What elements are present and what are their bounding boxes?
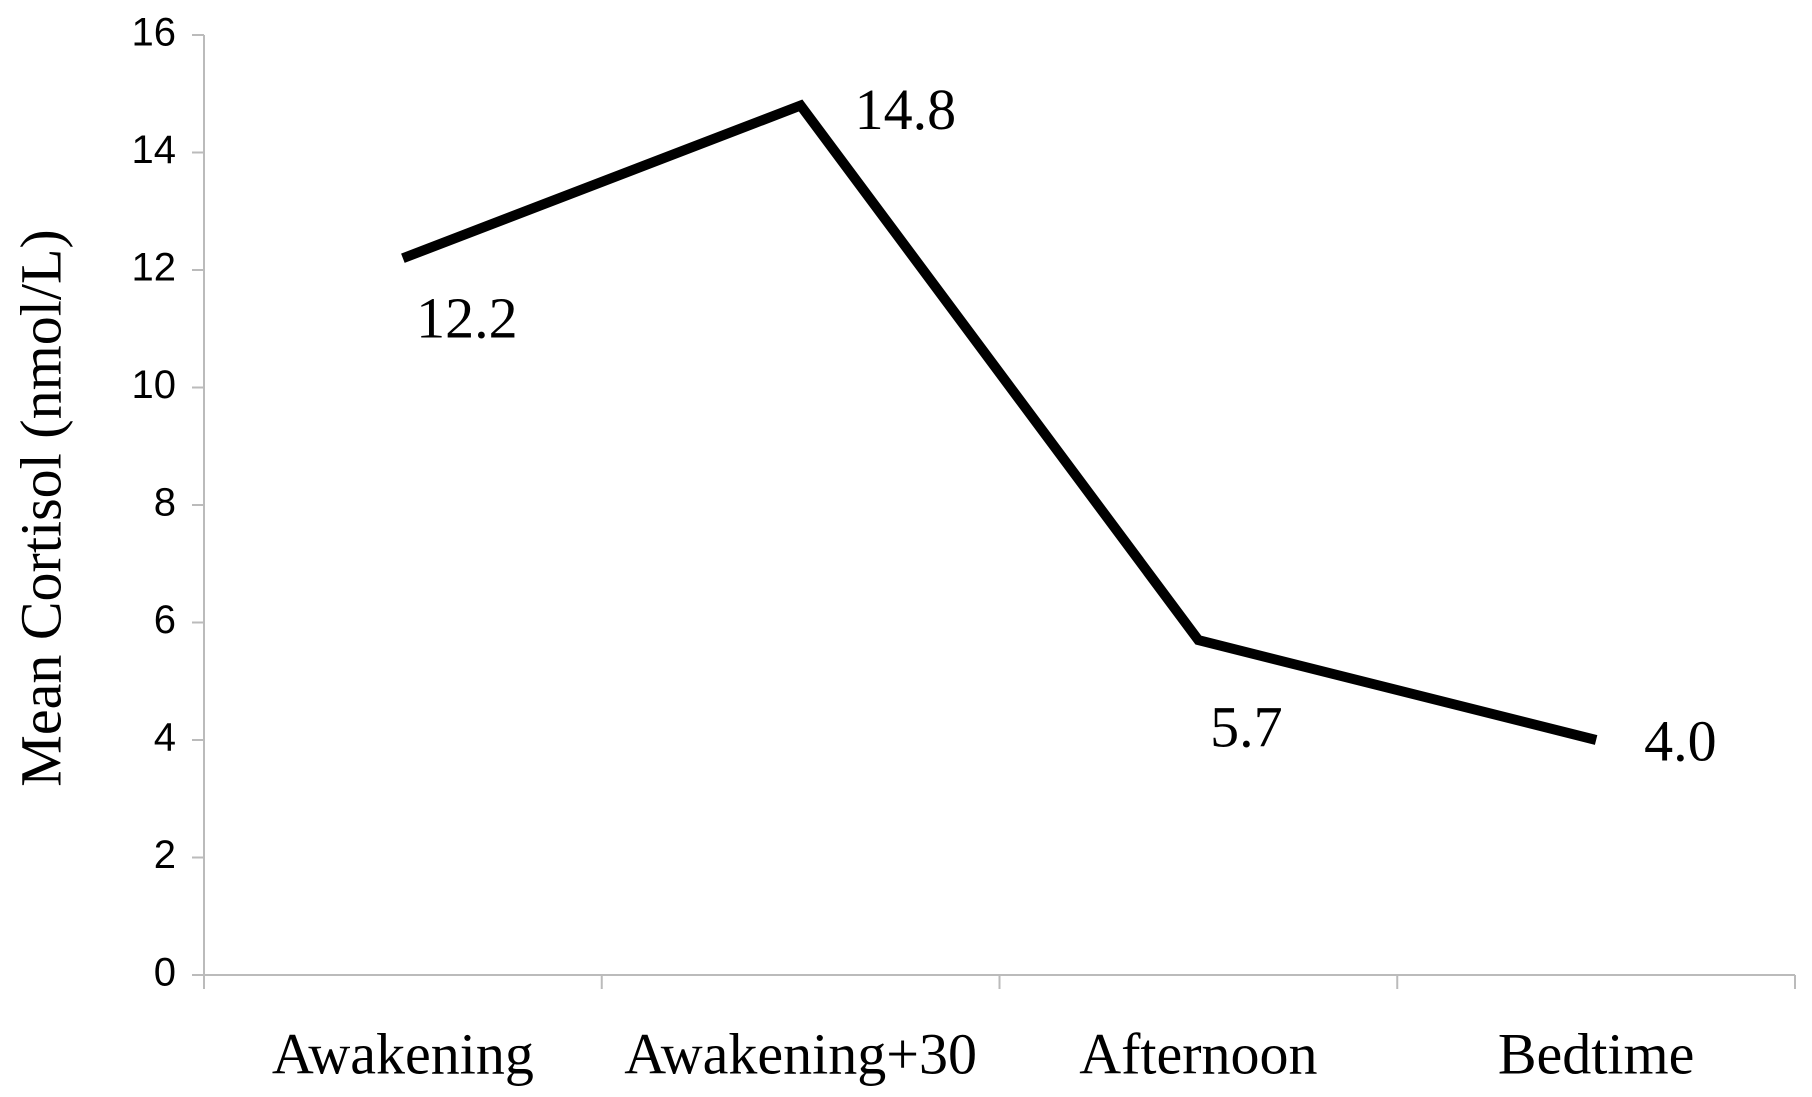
y-tick-label: 2 xyxy=(154,833,176,877)
y-tick-label: 16 xyxy=(132,11,177,55)
y-tick-label: 4 xyxy=(154,716,176,760)
x-tick-label: Awakening xyxy=(272,1021,534,1086)
x-tick-label: Bedtime xyxy=(1498,1021,1695,1086)
y-axis-title: Mean Cortisol (nmol/L) xyxy=(8,229,73,786)
y-tick-label: 12 xyxy=(132,246,177,290)
data-label: 4.0 xyxy=(1644,708,1717,773)
data-label: 14.8 xyxy=(855,77,957,142)
y-tick-label: 14 xyxy=(132,128,177,172)
data-label: 12.2 xyxy=(416,286,518,351)
data-label: 5.7 xyxy=(1210,694,1283,759)
y-tick-label: 6 xyxy=(154,598,176,642)
y-tick-label: 10 xyxy=(132,363,177,407)
y-tick-label: 8 xyxy=(154,481,176,525)
x-tick-label: Afternoon xyxy=(1079,1021,1317,1086)
x-tick-label: Awakening+30 xyxy=(624,1021,977,1086)
line xyxy=(401,99,1598,745)
y-tick-label: 0 xyxy=(154,951,176,995)
